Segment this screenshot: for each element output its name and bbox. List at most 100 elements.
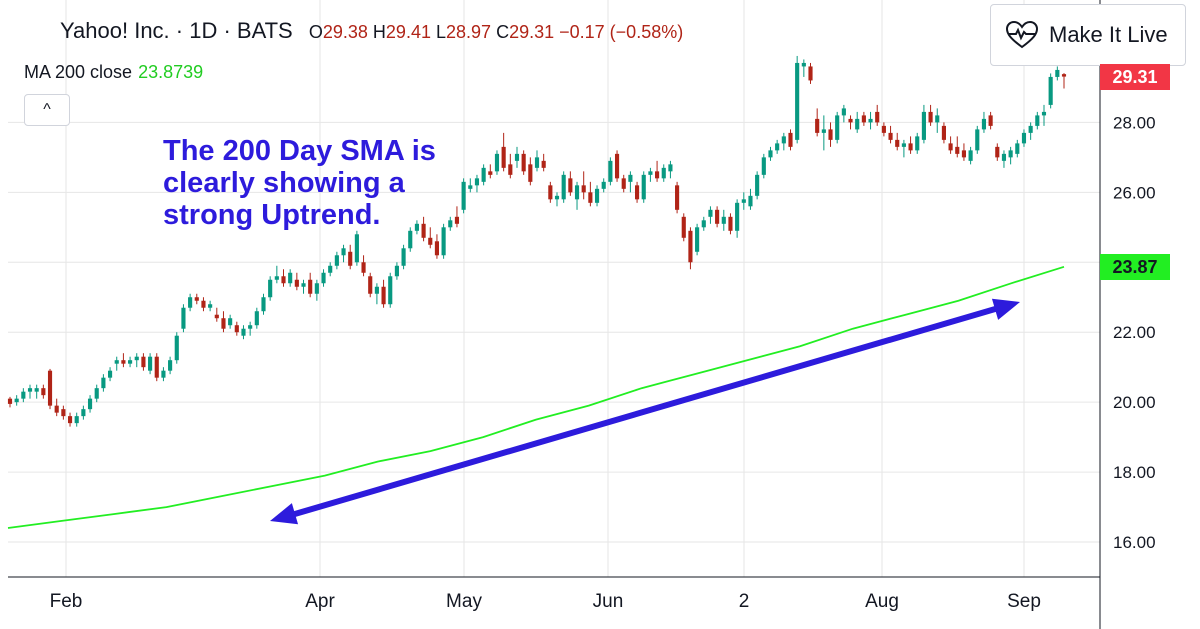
candle <box>988 111 993 130</box>
candle <box>248 321 253 336</box>
heart-pulse-icon <box>1005 20 1039 49</box>
candle <box>194 293 199 305</box>
candle <box>161 367 166 382</box>
candle <box>861 111 866 126</box>
candle-body <box>941 125 946 140</box>
candle <box>228 314 233 329</box>
candle <box>214 307 219 322</box>
candle <box>401 244 406 270</box>
candle <box>368 272 373 298</box>
candle-body <box>408 230 413 249</box>
candle-body <box>995 146 1000 158</box>
candle <box>101 374 106 392</box>
candle-body <box>521 153 526 172</box>
candle <box>915 132 920 154</box>
make-it-live-button[interactable]: Make It Live <box>990 4 1186 66</box>
candle <box>961 143 967 161</box>
candle <box>1048 73 1053 109</box>
candle-body <box>134 356 139 361</box>
candle <box>308 272 313 298</box>
candle-body <box>214 314 219 319</box>
candle-body <box>634 185 640 200</box>
candle <box>895 132 900 151</box>
candle-body <box>975 129 980 151</box>
ma-legend[interactable]: MA 200 close 23.8739 <box>24 62 203 83</box>
candle-body <box>141 356 146 368</box>
candle <box>174 332 179 364</box>
candle-body <box>961 150 967 158</box>
change-value: −0.17 (−0.58%) <box>559 22 684 42</box>
candle <box>488 164 493 179</box>
candle <box>948 136 953 154</box>
candle <box>181 304 186 333</box>
candle <box>955 136 960 158</box>
symbol-title: Yahoo! Inc. · 1D · BATS <box>60 18 293 43</box>
candle-body <box>801 62 806 67</box>
candle-body <box>561 174 566 200</box>
candle <box>281 269 286 287</box>
candle <box>201 297 206 312</box>
candle-body <box>174 335 179 361</box>
y-tick-label: 22.00 <box>1113 323 1156 342</box>
candle <box>928 104 933 126</box>
candle-body <box>67 416 73 424</box>
candle <box>755 171 760 200</box>
candle <box>741 192 746 210</box>
grid <box>8 0 1100 577</box>
candle <box>434 234 440 259</box>
candle-body <box>1021 132 1027 144</box>
candle <box>528 157 533 186</box>
candle-body <box>454 216 460 224</box>
candle-body <box>788 132 793 147</box>
candle <box>54 398 59 417</box>
candle <box>548 181 553 203</box>
candle-body <box>755 174 760 196</box>
low-label: L <box>435 22 446 42</box>
candle <box>748 188 753 210</box>
candle-body <box>881 125 886 133</box>
candle <box>715 206 720 228</box>
candle <box>614 150 620 182</box>
candle-body <box>715 209 720 224</box>
candle-body <box>861 115 866 123</box>
y-tick-label: 18.00 <box>1113 463 1156 482</box>
candle <box>775 139 780 154</box>
candle-body <box>628 174 633 182</box>
candle-body <box>21 391 26 399</box>
candle-body <box>855 118 860 130</box>
candle-body <box>681 216 686 238</box>
candle-body <box>441 227 446 256</box>
candle <box>148 353 153 375</box>
candle-body <box>201 300 206 308</box>
candle <box>848 115 853 130</box>
collapse-legend-button[interactable]: ^ <box>24 94 70 126</box>
candle-body <box>128 360 133 364</box>
close-label: C <box>496 22 510 42</box>
candle <box>448 216 453 231</box>
candle-body <box>594 188 600 203</box>
ma-200-line <box>7 265 1065 529</box>
candle-body <box>621 178 626 189</box>
candle-body <box>368 276 373 294</box>
candle-body <box>154 356 159 378</box>
candle <box>374 283 379 305</box>
candle-body <box>461 181 466 210</box>
candle-body <box>34 388 39 392</box>
candle-body <box>414 223 419 231</box>
candle-body <box>581 185 586 193</box>
candle <box>1008 146 1013 165</box>
candle-body <box>1061 74 1067 77</box>
candle-body <box>101 377 106 389</box>
candle <box>354 230 359 266</box>
candle-body <box>334 255 339 266</box>
x-tick-label: 2 <box>739 591 750 612</box>
candle <box>514 146 520 168</box>
candle-body <box>668 164 673 172</box>
x-tick-label: Aug <box>865 591 899 612</box>
open-value: 29.38 <box>322 22 368 42</box>
candle <box>481 164 486 186</box>
candle <box>27 384 33 399</box>
candle <box>408 227 413 252</box>
candle <box>1041 104 1047 126</box>
